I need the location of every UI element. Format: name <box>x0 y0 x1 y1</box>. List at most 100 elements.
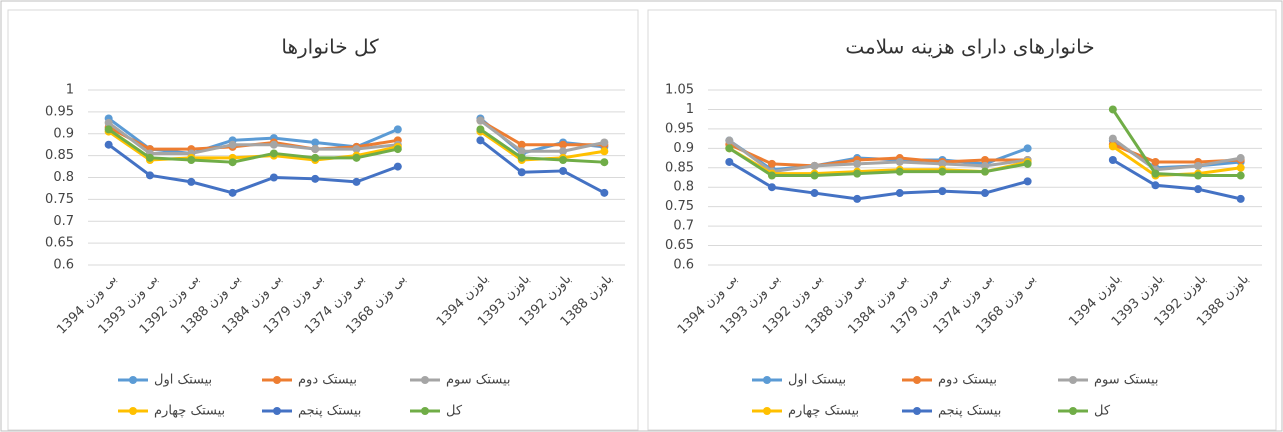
legend-label: بیستک سوم <box>1094 373 1159 388</box>
point <box>393 125 402 134</box>
y-tick-label: 1.05 <box>665 83 694 98</box>
point <box>517 153 526 162</box>
series-line <box>728 108 1241 178</box>
point <box>269 173 278 182</box>
legend-marker <box>129 376 137 384</box>
point <box>1023 177 1032 186</box>
point <box>104 118 113 127</box>
legend-label: بیستک اول <box>154 373 212 388</box>
y-tick-label: 0.6 <box>673 258 694 273</box>
legend-marker <box>913 407 921 415</box>
legend-marker <box>1069 376 1077 384</box>
y-tick-label: 1 <box>66 83 74 98</box>
point <box>1108 142 1117 151</box>
series-line <box>728 158 1242 201</box>
point <box>476 136 485 145</box>
series-line <box>728 137 1241 174</box>
point <box>895 167 904 176</box>
point <box>228 158 237 167</box>
y-tick-label: 0.65 <box>665 238 694 253</box>
point <box>600 138 609 147</box>
point <box>853 169 862 178</box>
point <box>725 144 734 153</box>
series-line <box>107 128 605 164</box>
point <box>393 145 402 154</box>
y-tick-label: 0.8 <box>53 170 74 185</box>
point <box>1108 156 1117 164</box>
y-tick-label: 0.8 <box>673 180 694 195</box>
point <box>725 136 734 145</box>
point <box>938 187 947 196</box>
point <box>1023 159 1032 168</box>
legend-label: بیستک دوم <box>298 373 357 388</box>
chart-title: خانوارهای دارای هزینه سلامت <box>845 35 1094 59</box>
point <box>810 189 819 198</box>
y-tick-label: 0.6 <box>53 258 74 273</box>
point <box>895 189 904 198</box>
legend-label: بیستک پنجم <box>298 404 361 419</box>
point <box>228 140 237 149</box>
point <box>145 171 154 180</box>
point <box>1236 171 1245 180</box>
point <box>559 156 568 164</box>
point <box>352 177 361 186</box>
point <box>600 188 609 197</box>
point <box>476 116 485 125</box>
point <box>187 156 196 164</box>
y-tick-label: 0.9 <box>53 126 74 141</box>
point <box>981 156 989 164</box>
y-tick-label: 0.95 <box>665 121 694 136</box>
legend-marker <box>763 407 771 415</box>
legend-marker <box>421 376 429 384</box>
point <box>981 189 989 198</box>
legend-marker <box>273 376 281 384</box>
legend-marker <box>1069 407 1077 415</box>
point <box>476 125 485 134</box>
point <box>311 138 320 147</box>
y-tick-label: 0.75 <box>45 192 74 207</box>
chart-frame <box>7 9 639 431</box>
point <box>1108 105 1117 114</box>
chart-frame <box>647 9 1277 431</box>
y-tick-label: 0.85 <box>665 160 694 175</box>
point <box>600 147 609 156</box>
point <box>228 188 237 197</box>
point <box>145 153 154 162</box>
point <box>1151 169 1160 178</box>
point <box>1151 181 1160 190</box>
point <box>311 153 320 162</box>
y-tick-label: 0.7 <box>53 214 74 229</box>
point <box>1236 163 1245 172</box>
point <box>517 140 526 149</box>
point <box>104 140 113 149</box>
legend-marker <box>421 407 429 415</box>
point <box>981 167 989 176</box>
point <box>1023 144 1032 153</box>
point <box>1151 157 1160 166</box>
legend-label: کل <box>1094 404 1111 419</box>
point <box>517 168 526 177</box>
point <box>853 194 862 203</box>
point <box>559 140 568 149</box>
series-line <box>107 139 606 195</box>
point <box>269 140 278 149</box>
point <box>1236 194 1245 203</box>
legend-marker <box>129 407 137 415</box>
legend-marker <box>273 407 281 415</box>
legend-marker <box>913 376 921 384</box>
point <box>981 161 989 170</box>
point <box>104 125 113 134</box>
point <box>269 149 278 158</box>
point <box>600 158 609 167</box>
y-tick-label: 0.9 <box>673 141 694 156</box>
legend-label: بیستک دوم <box>938 373 997 388</box>
point <box>559 147 568 156</box>
point <box>810 161 819 170</box>
point <box>725 157 734 166</box>
series-line <box>107 119 605 155</box>
y-tick-label: 0.65 <box>45 236 74 251</box>
legend-label: کل <box>446 404 463 419</box>
y-tick-label: 1 <box>686 102 694 117</box>
point <box>311 174 320 183</box>
point <box>938 167 947 176</box>
